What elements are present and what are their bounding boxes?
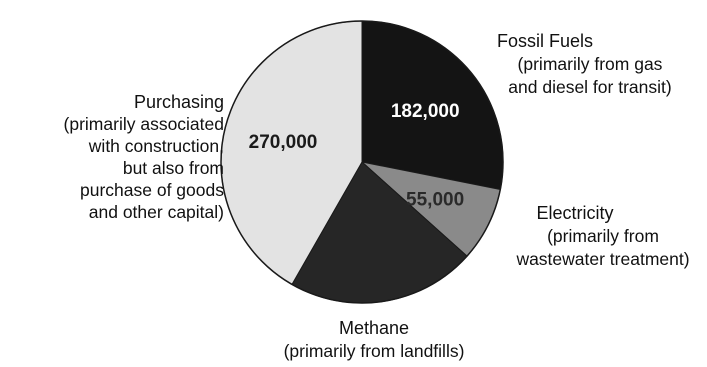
label-fossil-fuels-note-2: and diesel for transit) (508, 77, 671, 97)
label-electricity-title: Electricity (536, 203, 613, 223)
label-fossil-fuels: Fossil Fuels (primarily from gas and die… (497, 31, 672, 97)
label-fossil-fuels-title: Fossil Fuels (497, 31, 593, 51)
label-purchasing-note-3: but also from (123, 158, 224, 178)
label-purchasing: Purchasing (primarily associated with co… (64, 92, 225, 222)
value-label-electricity: 55,000 (406, 190, 464, 211)
label-purchasing-note-2: with construction, (88, 136, 224, 156)
label-electricity-note-1: (primarily from (547, 226, 659, 246)
pie-outline (220, 20, 504, 304)
label-purchasing-title: Purchasing (134, 92, 224, 112)
value-labels: 182,000 55,000 270,000 (249, 101, 465, 211)
label-electricity-note-2: wastewater treatment) (515, 249, 689, 269)
label-methane: Methane (primarily from landfills) (284, 318, 465, 361)
label-purchasing-note-4: purchase of goods (80, 180, 224, 200)
label-purchasing-note-1: (primarily associated (64, 114, 224, 134)
label-electricity: Electricity (primarily from wastewater t… (515, 203, 689, 269)
label-methane-note-1: (primarily from landfills) (284, 341, 465, 361)
label-fossil-fuels-note-1: (primarily from gas (518, 54, 663, 74)
label-purchasing-note-5: and other capital) (89, 202, 224, 222)
pie-slices (220, 20, 504, 304)
value-label-purchasing: 270,000 (249, 132, 318, 153)
value-label-fossil-fuels: 182,000 (391, 101, 460, 122)
label-methane-title: Methane (339, 318, 409, 338)
